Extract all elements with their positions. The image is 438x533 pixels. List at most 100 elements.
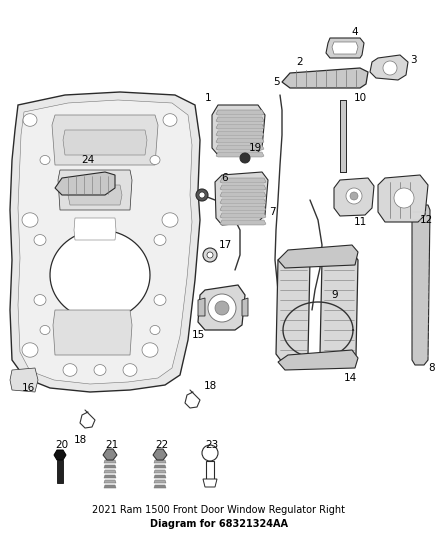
Polygon shape	[57, 460, 63, 483]
Polygon shape	[212, 105, 265, 155]
Polygon shape	[40, 326, 50, 335]
Text: 21: 21	[106, 440, 119, 450]
Polygon shape	[104, 460, 116, 463]
Text: 3: 3	[410, 55, 416, 65]
Ellipse shape	[199, 192, 205, 198]
Ellipse shape	[202, 445, 218, 461]
Ellipse shape	[350, 192, 358, 200]
Polygon shape	[370, 55, 408, 80]
Polygon shape	[326, 38, 364, 58]
Text: 2021 Ram 1500 Front Door Window Regulator Right: 2021 Ram 1500 Front Door Window Regulato…	[92, 505, 346, 515]
Polygon shape	[94, 365, 106, 375]
Polygon shape	[150, 156, 160, 165]
Ellipse shape	[346, 188, 362, 204]
Polygon shape	[198, 285, 245, 330]
Text: 22: 22	[155, 440, 169, 450]
Ellipse shape	[196, 189, 208, 201]
Text: 12: 12	[419, 215, 433, 225]
Polygon shape	[34, 235, 46, 245]
Polygon shape	[74, 218, 116, 240]
Polygon shape	[278, 350, 358, 370]
Polygon shape	[220, 185, 266, 190]
Ellipse shape	[208, 294, 236, 322]
Polygon shape	[154, 295, 166, 305]
Text: Diagram for 68321324AA: Diagram for 68321324AA	[150, 519, 288, 529]
Polygon shape	[68, 185, 122, 205]
Text: 5: 5	[273, 77, 279, 87]
Polygon shape	[162, 213, 178, 227]
Text: 4: 4	[352, 27, 358, 37]
Bar	[340, 100, 346, 172]
Ellipse shape	[394, 188, 414, 208]
Polygon shape	[154, 465, 166, 468]
Text: 8: 8	[429, 363, 435, 373]
Polygon shape	[142, 343, 158, 357]
Polygon shape	[104, 470, 116, 473]
Text: 9: 9	[332, 290, 338, 300]
Text: 18: 18	[74, 435, 87, 445]
Polygon shape	[10, 368, 38, 392]
Polygon shape	[154, 475, 166, 478]
Polygon shape	[104, 465, 116, 468]
Text: 6: 6	[222, 173, 228, 183]
Polygon shape	[55, 172, 115, 195]
Ellipse shape	[383, 61, 397, 75]
Text: 16: 16	[21, 383, 35, 393]
Text: 17: 17	[219, 240, 232, 250]
Polygon shape	[278, 245, 358, 268]
Polygon shape	[52, 115, 158, 165]
Polygon shape	[103, 449, 117, 460]
Polygon shape	[220, 206, 266, 211]
Polygon shape	[63, 364, 77, 376]
Polygon shape	[23, 114, 37, 126]
Ellipse shape	[207, 252, 213, 258]
Polygon shape	[206, 461, 214, 481]
Ellipse shape	[240, 153, 250, 163]
Polygon shape	[123, 364, 137, 376]
Polygon shape	[22, 213, 38, 227]
Polygon shape	[216, 117, 264, 122]
Polygon shape	[53, 310, 132, 355]
Polygon shape	[216, 145, 264, 150]
Polygon shape	[154, 485, 166, 488]
Polygon shape	[104, 485, 116, 488]
Polygon shape	[334, 178, 374, 216]
Polygon shape	[276, 252, 310, 362]
Polygon shape	[63, 130, 147, 155]
Polygon shape	[58, 170, 132, 210]
Polygon shape	[216, 152, 264, 157]
Polygon shape	[198, 298, 205, 316]
Text: 7: 7	[268, 207, 276, 217]
Polygon shape	[154, 480, 166, 483]
Polygon shape	[216, 138, 264, 143]
Polygon shape	[242, 298, 248, 316]
Ellipse shape	[215, 301, 229, 315]
Polygon shape	[220, 220, 266, 225]
Text: 18: 18	[203, 381, 217, 391]
Polygon shape	[54, 450, 66, 460]
Polygon shape	[320, 252, 358, 362]
Polygon shape	[104, 480, 116, 483]
Polygon shape	[153, 449, 167, 460]
Polygon shape	[50, 230, 150, 320]
Polygon shape	[18, 100, 192, 384]
Polygon shape	[412, 205, 430, 365]
Text: 10: 10	[353, 93, 367, 103]
Polygon shape	[220, 178, 266, 183]
Polygon shape	[216, 110, 264, 115]
Text: 20: 20	[56, 440, 69, 450]
Polygon shape	[163, 114, 177, 126]
Polygon shape	[154, 235, 166, 245]
Polygon shape	[332, 42, 358, 54]
Polygon shape	[203, 479, 217, 487]
Text: 23: 23	[205, 440, 219, 450]
Polygon shape	[40, 156, 50, 165]
Polygon shape	[154, 470, 166, 473]
Text: 1: 1	[205, 93, 211, 103]
Polygon shape	[150, 326, 160, 335]
Polygon shape	[154, 460, 166, 463]
Text: 2: 2	[297, 57, 303, 67]
Text: 19: 19	[248, 143, 261, 153]
Polygon shape	[216, 124, 264, 129]
Polygon shape	[104, 475, 116, 478]
